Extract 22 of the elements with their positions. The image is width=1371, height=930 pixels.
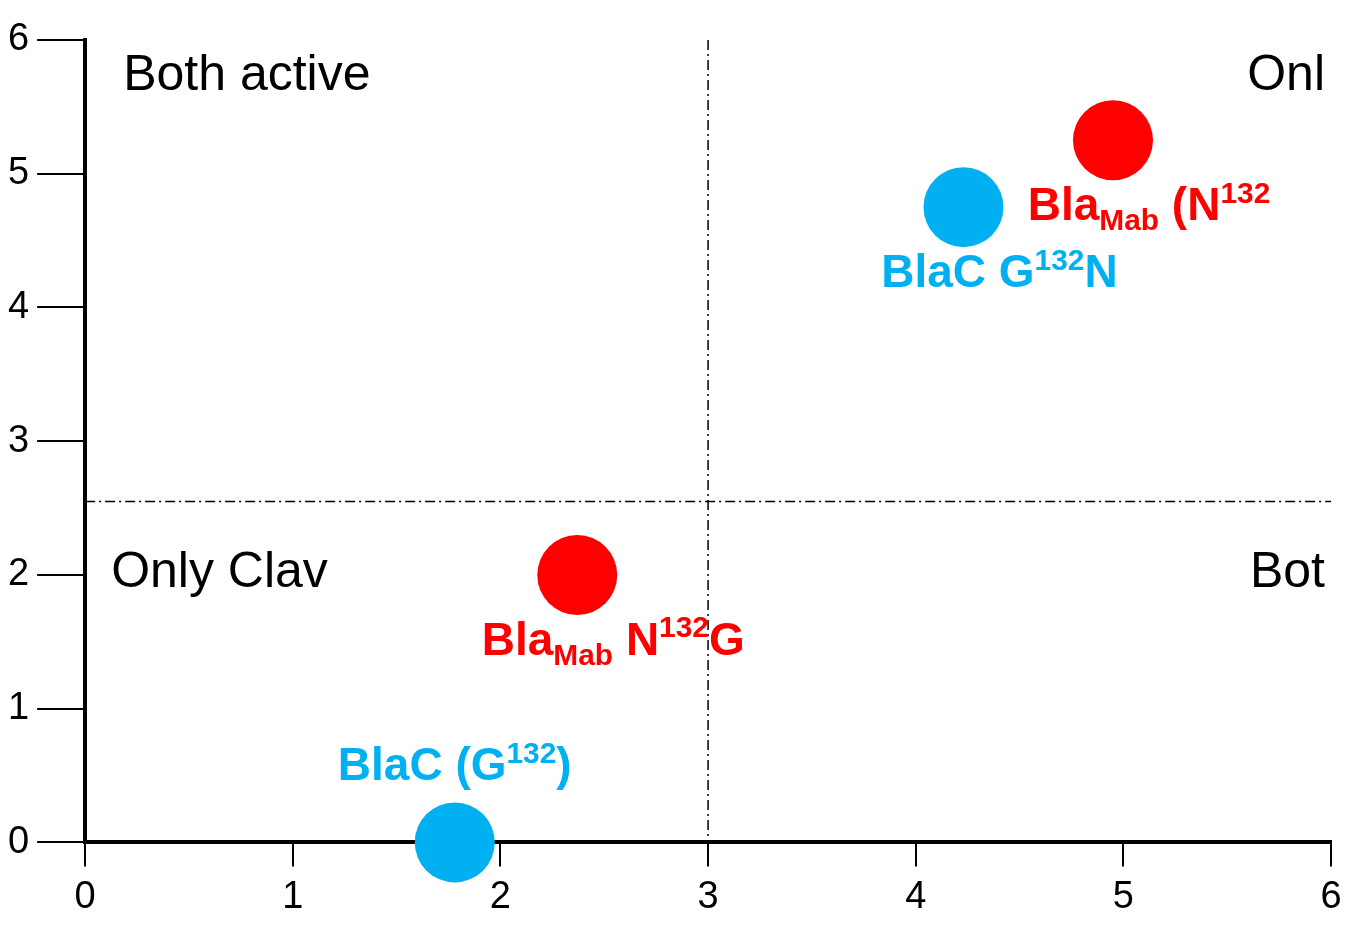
y-tick-label: 5: [7, 150, 30, 193]
y-tick-label: 2: [7, 551, 30, 594]
x-tick-label: 4: [905, 873, 927, 916]
point: [414, 802, 495, 883]
annotation: Both active: [123, 45, 371, 101]
annotation: Onl: [1247, 45, 1325, 101]
annotation: Only Clav: [111, 541, 328, 598]
x-tick-label: 3: [697, 873, 719, 916]
point: [537, 534, 618, 615]
x-tick-label: 2: [489, 873, 511, 916]
x-tick-label: 1: [282, 873, 304, 916]
y-tick-label: 0: [7, 818, 30, 861]
point: [1072, 100, 1153, 181]
x-tick-label: 5: [1112, 873, 1134, 916]
y-tick-label: 4: [7, 283, 30, 326]
x-tick-label: 0: [74, 873, 96, 916]
annotation: Bot: [1249, 541, 1326, 598]
y-tick-label: 6: [7, 16, 30, 59]
x-tick-label: 6: [1320, 873, 1342, 916]
y-tick-label: 1: [7, 685, 30, 728]
point: [923, 167, 1004, 248]
y-tick-label: 3: [7, 417, 30, 460]
